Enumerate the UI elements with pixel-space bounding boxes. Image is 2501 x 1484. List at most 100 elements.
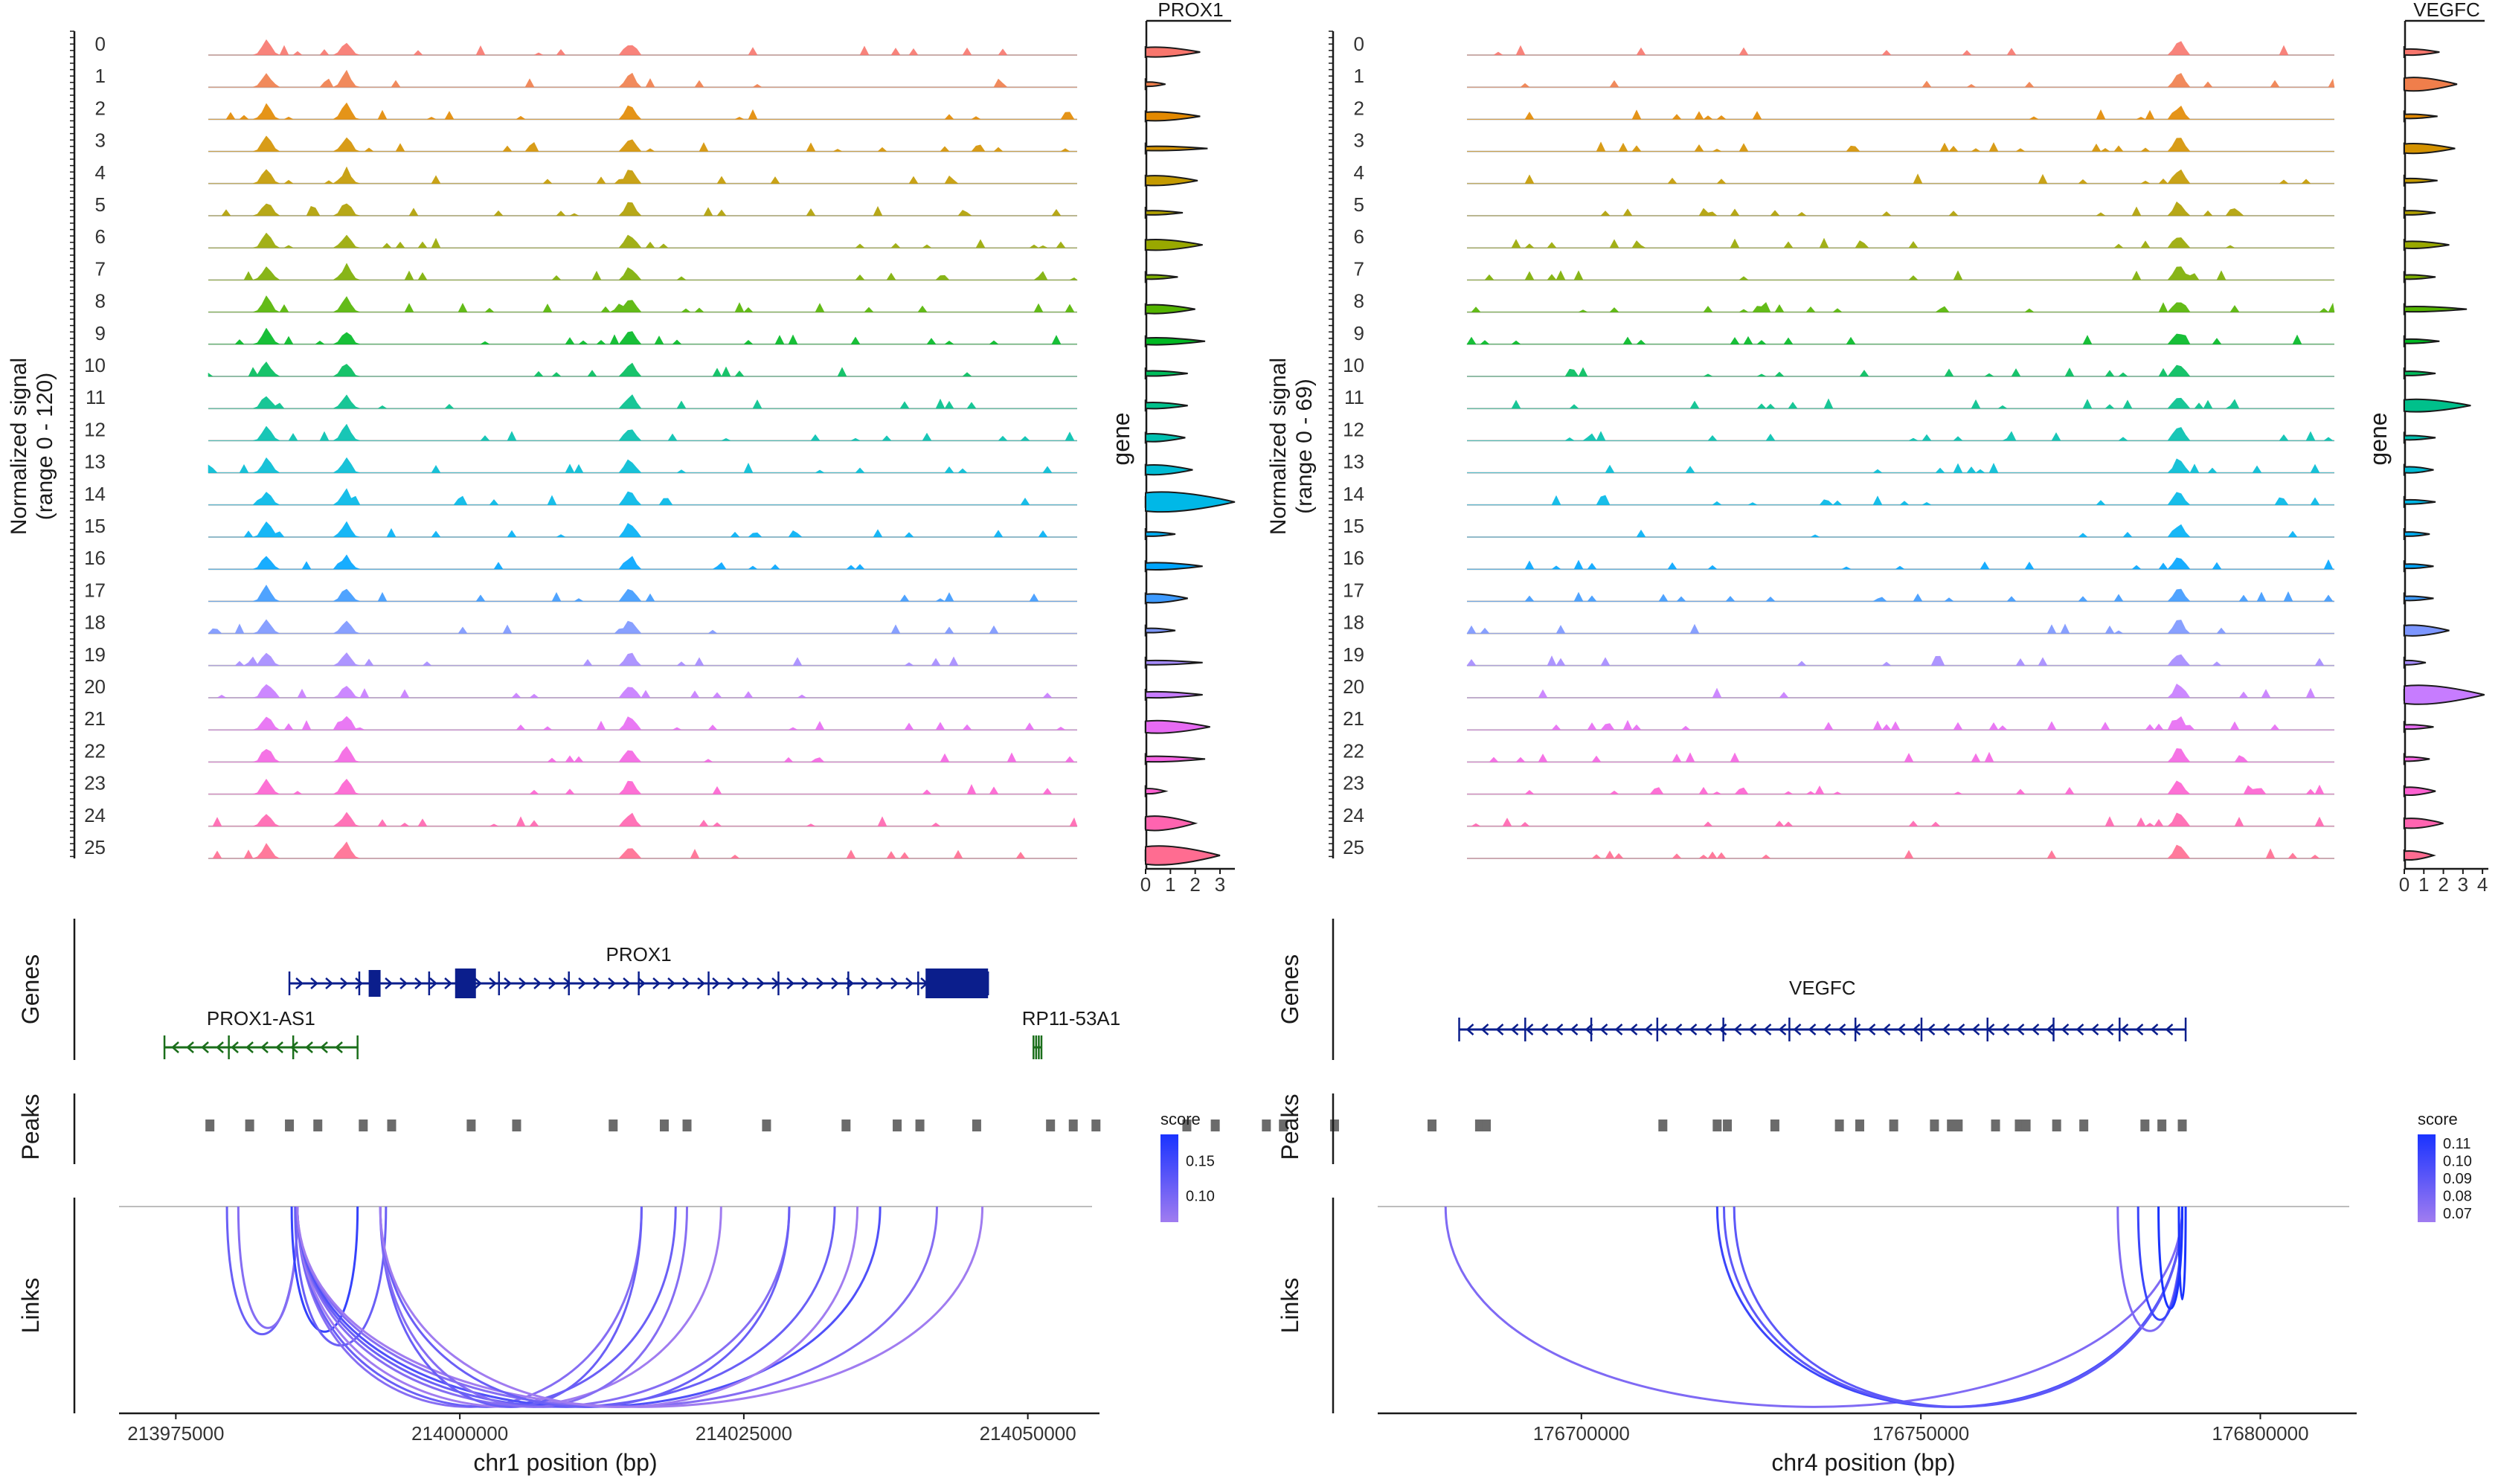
left-link-arc <box>290 1206 359 1333</box>
left-links-label: Links <box>17 1278 44 1334</box>
right-peak-block <box>1474 1120 1484 1131</box>
right-peak-block <box>1855 1120 1864 1131</box>
right-violin-shape <box>2404 210 2436 216</box>
left-gene-strand-arrow <box>638 977 646 989</box>
left-link-arc <box>379 1206 859 1408</box>
right-violin-shape <box>2404 142 2456 155</box>
left-gene-name: PROX1 <box>606 943 672 966</box>
right-coverage-track: 0123456789101112131415161718192021222324… <box>1329 30 2335 859</box>
right-coverage-signal <box>1467 748 2334 762</box>
left-peak-block <box>245 1120 254 1131</box>
left-gene-utr <box>368 970 381 997</box>
left-group-label: 22 <box>84 739 106 762</box>
left-group-label: 2 <box>95 97 106 119</box>
left-violin-shape <box>1145 788 1169 795</box>
right-violin-shape <box>2404 398 2471 413</box>
right-peak-block <box>1712 1120 1722 1131</box>
left-group-label: 6 <box>95 225 106 248</box>
left-group-label: 9 <box>95 322 106 344</box>
right-coverage-signal <box>1467 41 2334 56</box>
left-coverage-signal <box>208 619 1077 634</box>
left-group-label: 11 <box>86 386 106 408</box>
right-legend-colorbar <box>2418 1134 2436 1222</box>
right-x-tick-label: 176700000 <box>1533 1422 1630 1445</box>
left-gene-strand-arrow <box>533 977 542 989</box>
left-links-track <box>119 1206 1092 1408</box>
left-peak-block <box>1329 1120 1339 1131</box>
right-gene-strand-arrow <box>1614 1024 1623 1035</box>
right-coverage-signal <box>1467 169 2334 184</box>
right-gene-strand-arrow <box>2105 1024 2114 1035</box>
left-peak-block <box>1068 1120 1078 1131</box>
left-gene-strand-arrow <box>275 1041 283 1053</box>
right-peak-block <box>2177 1120 2187 1131</box>
right-gene-strand-arrow <box>1570 1024 1579 1035</box>
right-gene-name: VEGFC <box>1789 977 1856 999</box>
left-violin-shape <box>1145 593 1188 604</box>
left-coverage-track: 0123456789101112131415161718192021222324… <box>70 30 1078 859</box>
right-score-legend: score 0.110.10 0.09 0.080.07 <box>2418 1110 2472 1222</box>
right-x-axis-title: chr4 position (bp) <box>1771 1449 1955 1476</box>
right-group-label: 6 <box>1354 225 1364 248</box>
right-violin-x-tick-label: 4 <box>2477 873 2488 896</box>
right-violin-gene-title: VEGFC <box>2413 0 2480 21</box>
right-group-label: 18 <box>1343 611 1364 634</box>
left-link-arc <box>379 1206 643 1408</box>
right-gene-strand-arrow <box>1882 1024 1891 1035</box>
left-violin-shape <box>1145 463 1193 476</box>
right-gene-strand-arrow <box>1674 1024 1683 1035</box>
right-coverage-signal <box>1467 458 2334 474</box>
right-peak-block <box>2157 1120 2167 1131</box>
right-peak-block <box>1834 1120 1844 1131</box>
left-coverage-signal <box>208 394 1077 409</box>
right-peak-block <box>1947 1120 1956 1131</box>
right-gene-strand-arrow <box>2135 1024 2144 1035</box>
left-gene-strand-arrow <box>578 977 586 989</box>
right-peak-block <box>1770 1120 1779 1131</box>
right-violin-shape <box>2404 338 2440 344</box>
right-coverage-signal <box>1467 844 2334 859</box>
left-gene-strand-arrow <box>905 977 914 989</box>
left-peak-block <box>1046 1120 1056 1131</box>
left-gene-strand-arrow <box>340 977 348 989</box>
left-coverage-signal <box>208 554 1077 570</box>
right-peak-block <box>1658 1120 1668 1131</box>
left-gene-strand-arrow <box>623 977 631 989</box>
left-coverage-signal <box>208 69 1077 88</box>
right-peak-block <box>2079 1120 2089 1131</box>
left-gene-name: PROX1-AS1 <box>207 1007 315 1030</box>
right-group-label: 0 <box>1354 33 1364 55</box>
left-gene-strand-arrow <box>742 977 750 989</box>
right-coverage-signal <box>1466 333 2334 345</box>
right-violin-axis-label: gene <box>2365 412 2392 465</box>
left-coverage-signal <box>208 202 1077 216</box>
left-gene-strand-arrow <box>385 977 393 989</box>
left-gene-strand-arrow <box>186 1041 194 1053</box>
left-violin-shape <box>1145 491 1236 513</box>
left-coverage-signal <box>208 716 1077 730</box>
left-gene-utr <box>925 969 989 998</box>
left-violin-shape <box>1145 755 1206 763</box>
left-gene-strand-arrow <box>876 977 884 989</box>
right-coverage-signal <box>1467 302 2335 313</box>
left-violin-shape <box>1145 627 1176 634</box>
left-genes-label: Genes <box>17 954 44 1024</box>
right-gene-strand-arrow <box>1540 1024 1549 1035</box>
right-coverage-signal <box>1467 106 2334 120</box>
right-gene-strand-arrow <box>1480 1024 1489 1035</box>
left-group-label: 12 <box>84 418 106 440</box>
left-coverage-signal <box>208 457 1077 474</box>
right-violin-shape <box>2404 370 2436 376</box>
left-coverage-signal <box>208 584 1077 602</box>
right-legend-title: score <box>2418 1110 2458 1128</box>
right-group-label: 25 <box>1343 836 1364 858</box>
left-gene-strand-arrow <box>335 1041 343 1053</box>
left-gene-strand-arrow <box>320 1041 328 1053</box>
right-coverage-signal <box>1467 138 2334 152</box>
left-group-label: 13 <box>84 451 106 473</box>
left-legend-tick-label: 0.10 <box>1186 1189 1215 1205</box>
right-group-label: 2 <box>1354 97 1364 119</box>
left-violin-shape <box>1145 562 1203 571</box>
left-gene-strand-arrow <box>757 977 765 989</box>
right-legend-tick-label: 0.07 <box>2443 1206 2472 1222</box>
